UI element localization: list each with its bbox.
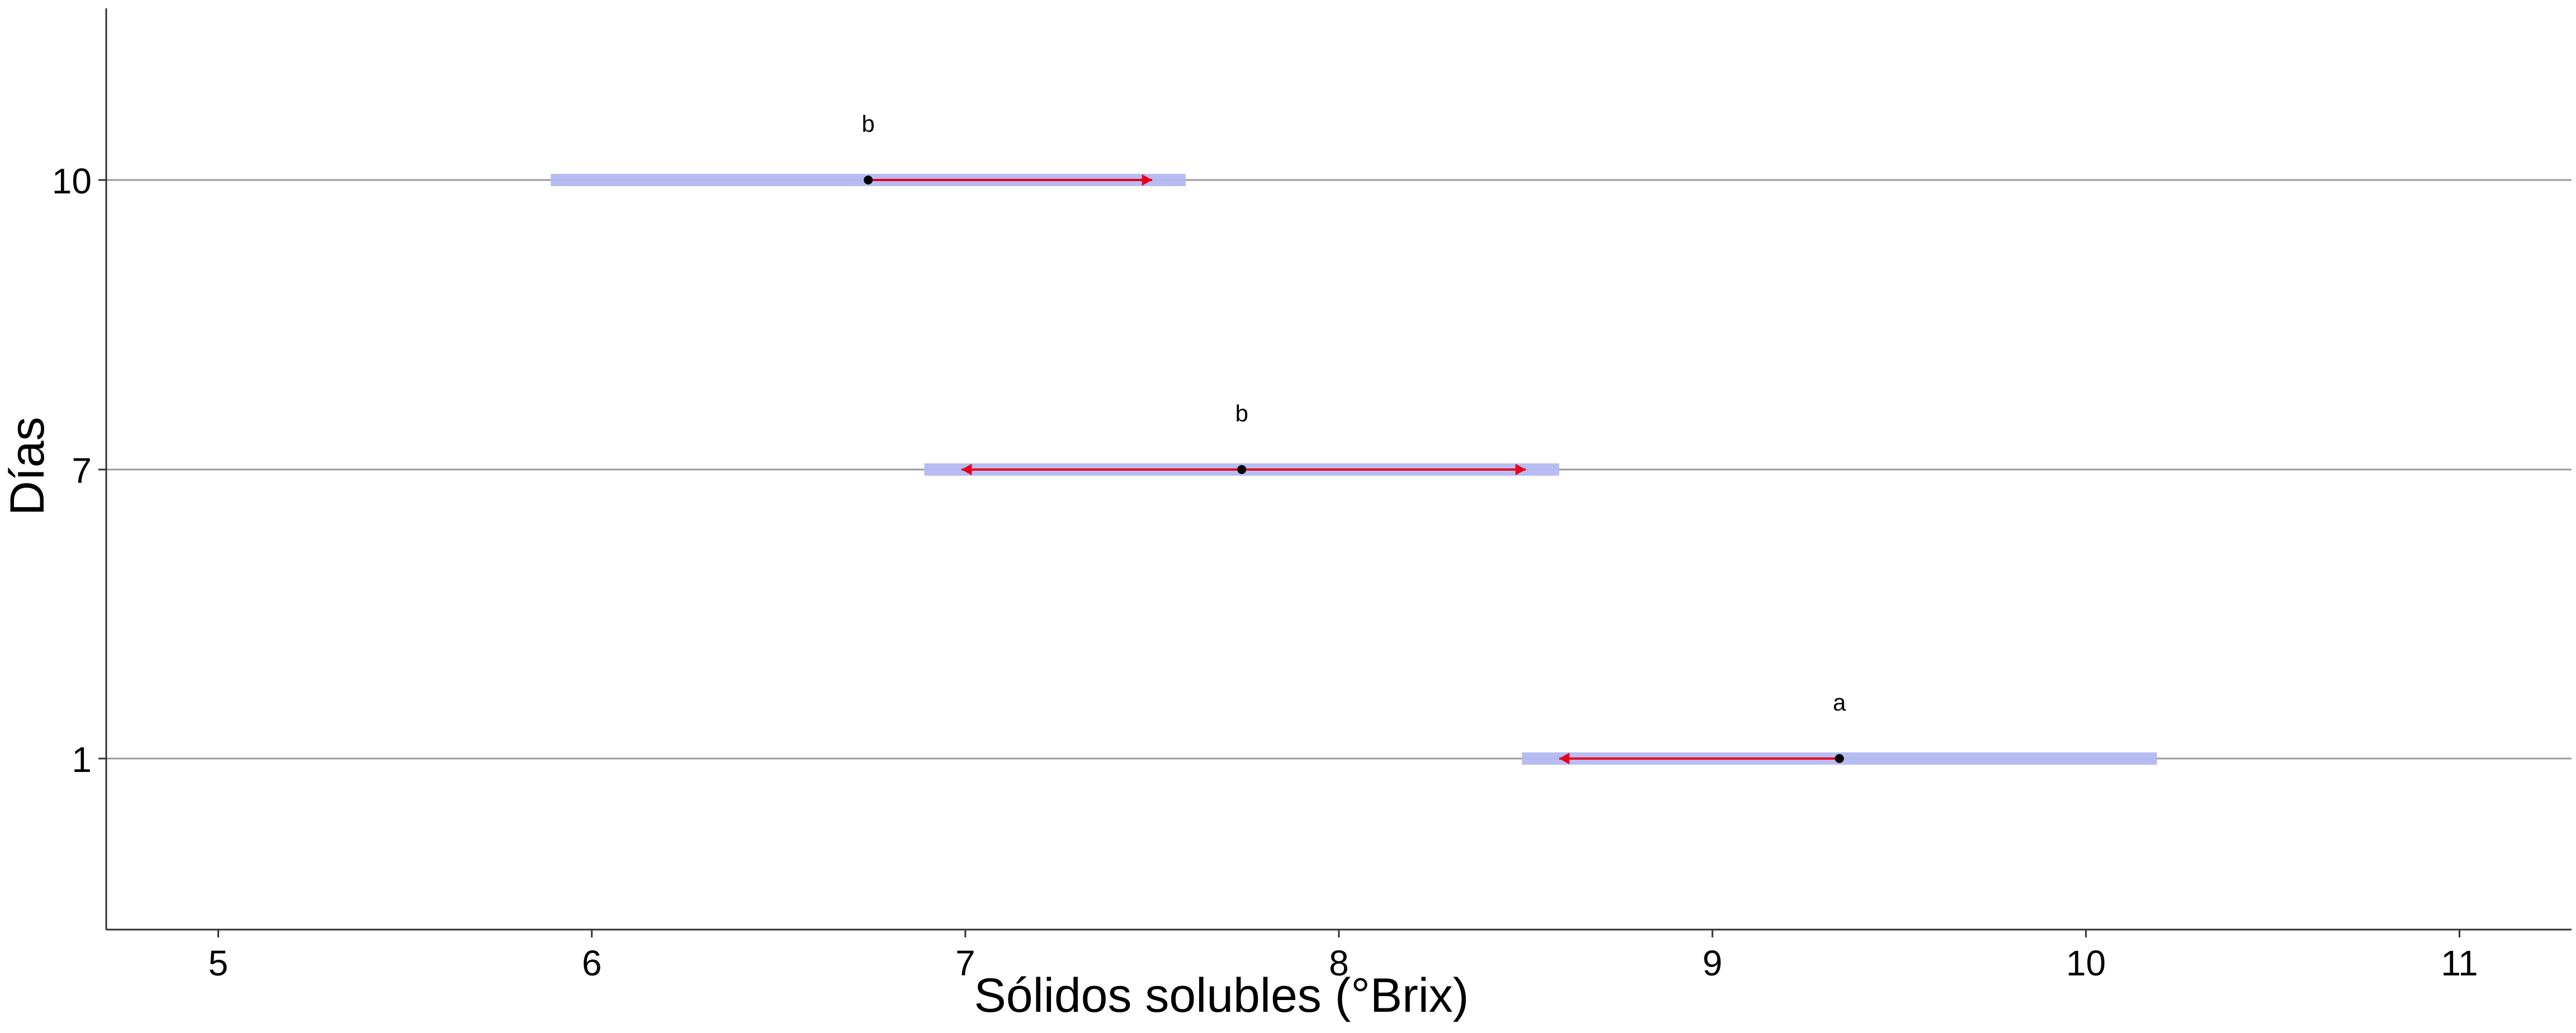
x-tick-label: 11 [2441,943,2478,983]
x-tick-label: 6 [582,943,602,983]
x-axis-title: Sólidos solubles (°Brix) [974,969,1469,1022]
x-tick-label: 10 [2066,943,2106,983]
y-tick-label: 10 [52,161,92,201]
y-axis-title: Días [1,417,54,516]
arrowhead-left [962,463,972,476]
y-tick-label: 7 [72,451,92,491]
y-tick-label: 1 [72,740,92,780]
mean-points [864,176,1844,763]
group-letter-day-10: b [861,111,874,137]
arrowhead-left [1559,752,1570,765]
x-tick-label: 7 [955,943,976,983]
x-tick-label: 5 [209,943,229,983]
x-tick-label: 9 [1702,943,1722,983]
x-tick-label: 8 [1329,943,1349,983]
arrowhead-right [1515,463,1526,476]
arrowhead-right [1142,174,1152,186]
group-letter-day-1: a [1833,689,1846,715]
mean-point-day-1 [1835,754,1844,763]
mean-point-day-7 [1237,465,1247,474]
group-letters: b b a [861,111,1846,715]
x-axis-ticks: 5 6 7 8 9 10 11 [209,930,2478,983]
comparison-arrows [868,174,1840,765]
mean-point-day-10 [864,176,873,184]
group-letter-day-7: b [1235,400,1248,427]
